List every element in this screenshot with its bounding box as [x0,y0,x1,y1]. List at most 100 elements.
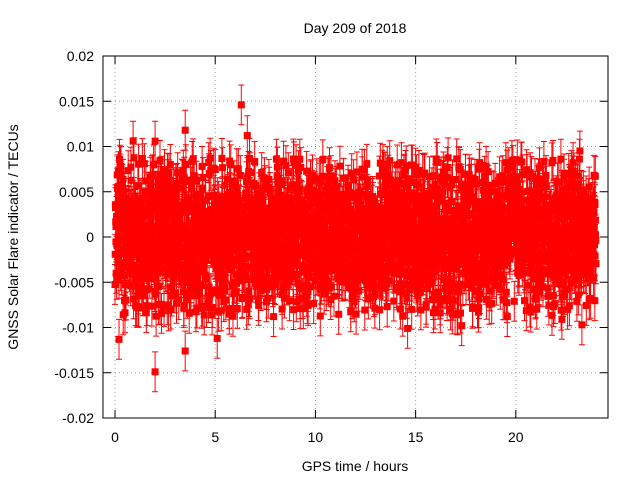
data-point [280,212,288,220]
data-point [306,283,314,291]
data-point [143,302,151,310]
data-point [270,313,278,321]
data-point [152,312,160,320]
data-point [449,296,457,304]
data-point [270,212,278,220]
data-point [289,273,297,281]
data-point [303,167,311,175]
data-point [121,281,129,289]
data-point [128,248,136,256]
data-point [282,162,290,170]
data-point [326,164,333,172]
data-point [164,258,172,265]
data-point [288,182,296,189]
data-point [319,172,327,180]
data-point [304,302,312,310]
data-point [142,309,150,317]
data-point [205,193,213,201]
data-point [312,198,320,206]
data-point [225,310,233,318]
data-point [179,166,187,174]
data-point [503,313,511,321]
data-point [192,308,200,316]
data-point [502,288,510,296]
data-point [208,304,216,311]
data-point [304,191,312,199]
data-point [121,309,129,317]
data-point [330,292,338,300]
data-point [217,307,225,315]
data-point [160,250,167,258]
data-point [148,302,156,310]
data-point [190,172,198,180]
data-point [171,289,179,297]
data-point [189,155,197,163]
data-point [211,166,219,173]
data-point [277,191,285,199]
data-point [147,264,155,272]
data-point [190,282,198,290]
data-point [156,156,164,164]
data-point [222,296,230,304]
data-point [234,165,242,173]
data-point [307,176,315,184]
data-point [246,295,254,303]
data-point [185,309,193,317]
data-point [234,277,242,285]
data-point [238,294,246,301]
data-point [433,158,441,166]
data-point [207,290,215,298]
data-point [229,312,237,320]
data-point [317,177,325,185]
data-point [167,261,174,269]
data-point [199,174,207,181]
data-point [115,205,123,213]
data-point [163,301,171,309]
data-point [119,175,127,183]
data-point [233,305,241,312]
data-point [130,154,138,162]
data-point [173,299,180,307]
data-point [274,270,282,278]
data-point [166,160,174,168]
data-point [269,274,277,282]
data-point [321,272,329,280]
data-point [251,158,259,165]
data-point [200,311,208,319]
data-point [310,300,318,308]
data-point [199,302,207,310]
data-point [140,160,148,168]
data-point [297,164,305,171]
data-point [292,298,300,306]
data-point [138,155,146,162]
data-point [233,187,241,195]
data-point [186,292,194,300]
data-point [299,305,307,313]
data-point [305,203,313,211]
data-point [193,177,200,185]
data-point [174,169,182,177]
data-point [169,194,177,202]
data-point [254,208,262,216]
data-point [157,260,165,268]
data-point [361,306,369,314]
data-point [193,304,201,312]
data-point [242,240,250,248]
data-point [261,182,269,190]
data-point [191,236,199,244]
data-point [243,178,250,186]
data-point [132,241,140,249]
data-point [111,250,119,258]
data-point [178,271,185,279]
data-point [134,182,142,190]
data-point [244,203,252,211]
data-point [296,155,304,163]
data-point [301,209,309,217]
data-point [335,310,343,318]
data-point [284,204,292,212]
data-point [180,302,188,310]
data-point [488,300,496,307]
data-point [175,296,183,304]
data-point [284,169,292,177]
data-point [252,266,260,273]
